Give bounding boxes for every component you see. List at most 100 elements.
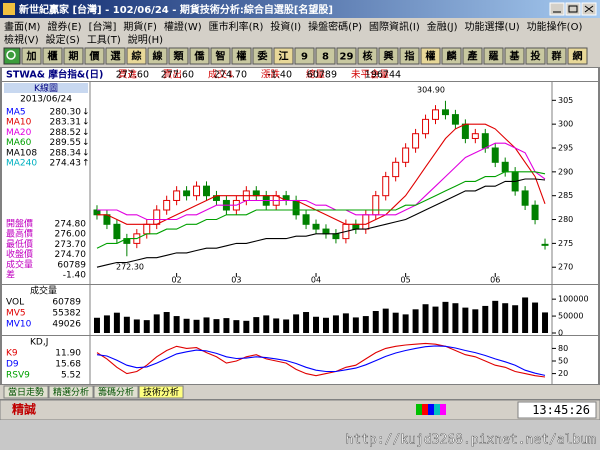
toolbar-button[interactable] xyxy=(168,47,189,65)
toolbar-button[interactable] xyxy=(21,47,42,65)
menu-item[interactable]: 功能選擇(U) xyxy=(465,20,520,33)
price-value: 274.80 xyxy=(55,220,87,230)
menu-item[interactable]: [台灣] xyxy=(89,20,117,33)
toolbar-label[interactable]: 價 xyxy=(89,50,101,63)
candle-body xyxy=(332,233,340,240)
volume-bar xyxy=(233,320,240,333)
toolbar-button[interactable] xyxy=(378,47,399,65)
minimize-button[interactable] xyxy=(549,2,565,16)
legend-label: MV5 xyxy=(6,309,26,319)
toolbar-label[interactable]: 指 xyxy=(405,50,415,63)
tab[interactable] xyxy=(138,385,184,399)
menu-item[interactable]: 匯市利率(R) xyxy=(209,20,264,33)
toolbar-label[interactable]: 智 xyxy=(216,50,226,63)
legend-arrow: ↓ xyxy=(82,148,90,158)
toolbar-label[interactable]: 權 xyxy=(237,50,247,63)
volume-bar xyxy=(273,318,280,333)
menu-item[interactable]: 檢視(V) xyxy=(4,33,39,46)
toolbar-button[interactable] xyxy=(105,47,126,65)
toolbar-label[interactable]: 網 xyxy=(573,50,583,63)
toolbar-button[interactable] xyxy=(42,47,63,65)
menu-item[interactable]: 操盤密碼(P) xyxy=(308,20,362,33)
menu-item[interactable]: 國際資訊(I) xyxy=(369,20,420,33)
toolbar-button[interactable] xyxy=(525,47,546,65)
toolbar-label[interactable]: 核 xyxy=(363,50,373,63)
menu-item[interactable]: 權證(W) xyxy=(164,20,202,33)
toolbar-label[interactable]: 基 xyxy=(509,50,521,63)
toolbar-button[interactable] xyxy=(483,47,504,65)
toolbar-label[interactable]: 麟 xyxy=(447,50,458,63)
toolbar-label[interactable]: 9 xyxy=(301,52,308,63)
candle-body xyxy=(252,190,260,197)
toolbar-label[interactable]: 羅 xyxy=(489,51,499,63)
toolbar-label[interactable]: 投 xyxy=(531,50,541,63)
toolbar-button[interactable] xyxy=(462,47,483,65)
toolbar-label[interactable]: 8 xyxy=(322,52,329,63)
tab-label[interactable]: 當日走勢 xyxy=(8,386,44,398)
quote-symbol: STWA& 摩台指&(日) xyxy=(6,69,103,81)
candle-body xyxy=(362,214,370,230)
toolbar-button[interactable] xyxy=(252,47,273,65)
toolbar-label[interactable]: 綜 xyxy=(132,50,142,63)
menu-item[interactable]: 說明(H) xyxy=(128,33,163,46)
annotation: 304.90 xyxy=(417,86,445,95)
toolbar-label[interactable]: 產 xyxy=(467,50,478,63)
toolbar-button[interactable] xyxy=(441,47,462,65)
toolbar-button[interactable] xyxy=(210,47,231,65)
maximize-button[interactable] xyxy=(565,2,581,16)
series-line xyxy=(96,171,546,249)
toolbar-label[interactable]: 加 xyxy=(26,50,37,63)
menu-item[interactable]: 證券(E) xyxy=(47,20,81,33)
toolbar-label[interactable]: 類 xyxy=(173,50,185,63)
toolbar-button[interactable] xyxy=(315,47,336,65)
tab-label[interactable]: 技術分析 xyxy=(143,386,179,398)
toolbar-label[interactable]: 興 xyxy=(384,50,394,63)
toolbar-label[interactable]: 線 xyxy=(153,50,163,63)
toolbar-button[interactable] xyxy=(546,47,567,65)
toolbar-button[interactable] xyxy=(63,47,84,65)
volume-bar xyxy=(143,320,150,333)
toolbar-button[interactable] xyxy=(273,47,294,65)
toolbar-label[interactable]: 櫃 xyxy=(48,50,58,63)
menu-item[interactable]: 投資(I) xyxy=(270,20,301,33)
menu-item[interactable]: 金融(J) xyxy=(427,20,458,33)
toolbar-label[interactable]: 期 xyxy=(69,50,79,63)
tab-label[interactable]: 精選分析 xyxy=(53,386,89,398)
menu-item[interactable]: 期貨(F) xyxy=(123,20,157,33)
price-value: 60789 xyxy=(57,260,86,270)
tab[interactable] xyxy=(48,385,94,399)
menu-item[interactable]: 功能操作(O) xyxy=(527,20,583,33)
toolbar-label[interactable]: 選 xyxy=(111,50,121,63)
toolbar-button[interactable] xyxy=(294,47,315,65)
toolbar-button[interactable] xyxy=(126,47,147,65)
toolbar-label[interactable]: 權 xyxy=(426,50,436,63)
quote-label: 總量 xyxy=(306,69,326,81)
candle-body xyxy=(163,199,171,211)
toolbar-button[interactable] xyxy=(504,47,525,65)
volume-bar xyxy=(123,316,130,333)
volume-bar xyxy=(253,317,260,333)
toolbar-button[interactable] xyxy=(147,47,168,65)
tab[interactable] xyxy=(93,385,139,399)
volume-bar xyxy=(193,319,200,333)
toolbar-button[interactable] xyxy=(357,47,378,65)
toolbar-button[interactable] xyxy=(399,47,420,65)
toolbar-label[interactable]: 群 xyxy=(552,50,562,63)
toolbar-label[interactable]: 僑 xyxy=(194,50,206,63)
toolbar-button[interactable] xyxy=(231,47,252,65)
menu-item[interactable]: 畫面(M) xyxy=(4,20,41,33)
menu-item[interactable]: 工具(T) xyxy=(87,34,121,46)
toolbar-button[interactable] xyxy=(420,47,441,65)
menu-item[interactable]: 設定(S) xyxy=(46,33,80,46)
toolbar-label[interactable]: 江 xyxy=(279,50,289,63)
toolbar-button[interactable] xyxy=(84,47,105,65)
toolbar-button[interactable] xyxy=(189,47,210,65)
tab-label[interactable]: 籌碼分析 xyxy=(98,386,134,398)
tab[interactable] xyxy=(3,385,49,399)
toolbar-label[interactable]: 委 xyxy=(257,50,269,63)
toolbar-button[interactable] xyxy=(567,47,588,65)
toolbar-label[interactable]: 29 xyxy=(340,52,354,63)
toolbar-button[interactable] xyxy=(336,47,357,65)
legend-value: 280.30 xyxy=(50,108,82,118)
legend-value: 289.55 xyxy=(50,138,82,148)
